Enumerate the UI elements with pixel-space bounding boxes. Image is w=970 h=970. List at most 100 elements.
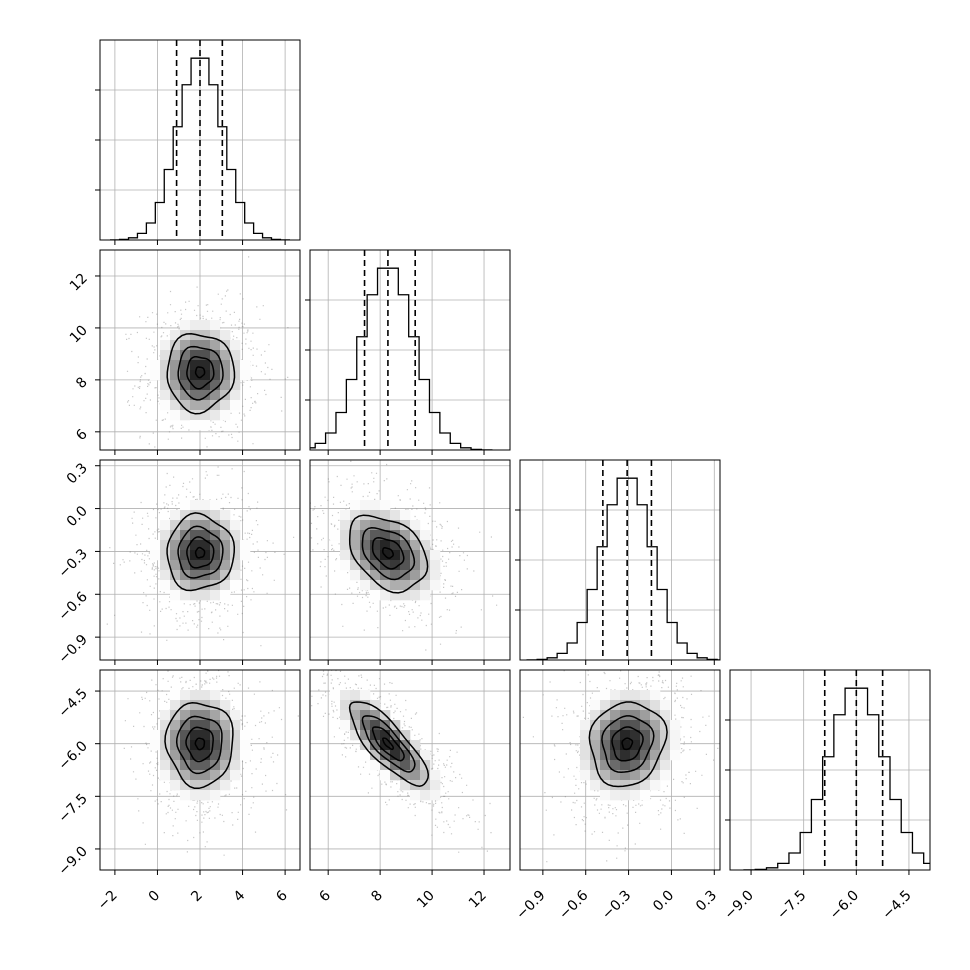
density-cell [350,520,361,531]
density-cell [400,550,411,561]
density-cell [360,540,371,551]
panel-frame-2-1 [309,459,511,661]
density-cell [200,710,211,721]
density-cell [370,580,381,591]
density-cell [580,730,591,741]
density-cell [640,700,651,711]
density-cell [180,410,191,421]
density-cell [230,750,241,761]
contour-1-0-2 [177,345,224,401]
contour-3-2-1 [611,726,644,762]
density-cell [160,370,171,381]
density-cell [210,320,221,331]
density-cell [340,720,351,731]
density-cell [210,780,221,791]
contour-2-0-3 [166,512,236,592]
density-cell [200,720,211,731]
density-cell [180,500,191,511]
density-cell [170,750,181,761]
contour-3-2-3 [588,701,668,788]
density-cell [660,750,671,761]
density-cell [220,740,231,751]
density-cell [640,770,651,781]
density-cell [220,330,231,341]
density-cell [150,740,161,751]
density-cell [210,380,221,391]
density-cell [160,750,171,761]
density-cell [240,370,251,381]
density-cell [180,510,191,521]
density-cell [190,770,201,781]
density-cell [380,510,391,521]
density-cell [220,580,231,591]
density-cell [190,400,201,411]
density-cell [400,530,411,541]
density-cell [650,690,661,701]
density-cell [190,720,201,731]
density-cell [330,530,341,541]
density-cell [380,530,391,541]
density-cell [360,720,371,731]
density-cell [420,560,431,571]
contour-2-1-0 [382,547,394,559]
density-cell [180,590,191,601]
density-cell [150,360,161,371]
density-cell [430,770,441,781]
density-cell [150,370,161,381]
density-cell [210,770,221,781]
density-cell [620,720,631,731]
density-cell [180,350,191,361]
density-cell [650,710,661,721]
density-cell [610,710,621,721]
density-cell [360,740,371,751]
density-cell [170,550,181,561]
density-cell [600,770,611,781]
density-cell [200,520,211,531]
density-cell [630,790,641,801]
density-cell [170,740,181,751]
density-cell [200,400,211,411]
density-cell [430,580,441,591]
density-cell [370,730,381,741]
density-cell [600,710,611,721]
density-cell [210,510,221,521]
density-cell [190,320,201,331]
x-tick-label-2-0: −0.9 [513,888,548,923]
density-cell [210,730,221,741]
density-cell [220,360,231,371]
density-cell [160,570,171,581]
density-cell [380,770,391,781]
density-cell [190,510,201,521]
density-cell [640,760,651,771]
x-tick-label-2-2: −0.3 [599,888,634,923]
panel-2-0 [95,459,301,665]
density-cell [670,740,681,751]
density-cell [410,590,421,601]
density-cell [170,400,181,411]
density-cell [160,560,171,571]
density-cell [170,510,181,521]
density-cell [190,780,201,791]
density-cell [580,770,591,781]
density-cell [190,500,201,511]
density-cell [340,700,351,711]
density-cell [210,340,221,351]
density-cell [350,550,361,561]
density-cell [200,340,211,351]
density-cell [410,560,421,571]
histogram-2 [526,477,720,660]
density-cell [190,690,201,701]
density-cell [370,540,381,551]
density-cell [390,530,401,541]
density-cell [220,780,231,791]
density-cell [150,550,161,561]
y-tick-label-2-3: 0.0 [64,503,91,530]
density-cell [210,750,221,761]
density-cell [630,720,641,731]
panel-body-3-2 [520,670,720,870]
density-cell [380,540,391,551]
y-tick-label-1-3: 12 [67,270,91,294]
density-cell [350,570,361,581]
density-cell [400,770,411,781]
density-cell [620,780,631,791]
